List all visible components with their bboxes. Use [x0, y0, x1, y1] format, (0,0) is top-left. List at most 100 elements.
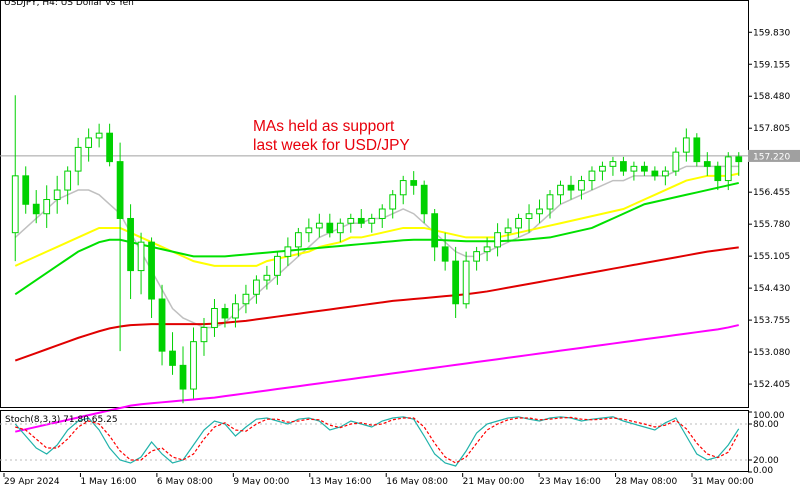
candle-body [95, 132, 103, 139]
candle [641, 161, 648, 176]
candle-body [127, 217, 134, 272]
stochastic-axis-label: 80.00 [753, 420, 779, 430]
time-axis-label: 31 May 00:00 [692, 477, 754, 485]
candle-body [399, 180, 407, 196]
candle-body [347, 217, 355, 224]
current-price-tag [748, 149, 800, 162]
candle [263, 265, 271, 290]
candle-body [682, 137, 690, 153]
candle-body [641, 165, 648, 172]
price-axis-label: 159.155 [753, 60, 790, 70]
candle-body [326, 222, 334, 234]
candle-body [441, 246, 449, 262]
candle-body [305, 227, 313, 234]
candle-body [703, 161, 711, 167]
candles [11, 95, 743, 404]
candle-body [609, 161, 617, 167]
candle-body [232, 303, 239, 319]
ma-red-line [14, 246, 739, 362]
time-axis-label: 1 May 16:00 [80, 477, 136, 485]
candle [305, 218, 313, 243]
ma-magenta-line [15, 324, 739, 433]
candle [703, 152, 711, 176]
candle-body [420, 184, 428, 215]
annotation-text: MAs held as support last week for USD/JP… [253, 117, 493, 155]
candle-body [64, 170, 72, 191]
candle-body [336, 222, 344, 234]
candle [179, 346, 187, 404]
candle [190, 327, 197, 399]
candle [148, 237, 155, 318]
candle [452, 246, 460, 318]
candle [735, 152, 743, 176]
candle [724, 152, 732, 191]
time-axis-label: 6 May 08:00 [157, 477, 213, 485]
price-axis-label: 157.805 [753, 124, 790, 134]
candle [294, 227, 302, 257]
candle [693, 133, 701, 167]
candle [599, 161, 606, 181]
candle [389, 190, 397, 219]
time-axis-label: 13 May 16:00 [310, 477, 372, 485]
candle [578, 175, 585, 200]
candle [326, 213, 334, 238]
candle [127, 204, 134, 300]
candle [368, 213, 376, 233]
candle [32, 190, 40, 224]
time-axis-label: 23 May 16:00 [539, 477, 601, 485]
candle-body [179, 364, 187, 390]
candle-body [630, 165, 638, 172]
candle [169, 332, 176, 375]
candle-body [536, 208, 543, 215]
candle [137, 232, 145, 295]
time-axis-label: 29 Apr 2024 [4, 477, 60, 485]
time-axis-label: 21 May 00:00 [463, 477, 525, 485]
candle [11, 95, 19, 262]
candle-body [693, 137, 701, 163]
candle [682, 128, 690, 162]
candle-body [462, 260, 470, 305]
candle-body [672, 151, 680, 172]
candle-body [116, 161, 124, 219]
candle-body [43, 199, 51, 215]
price-axis-label: 155.105 [753, 252, 790, 262]
candle-body [735, 156, 743, 163]
candle [462, 251, 470, 309]
candle [588, 166, 596, 191]
time-axis-label: 9 May 00:00 [233, 477, 289, 485]
candle [420, 180, 428, 224]
price-axis-label: 155.780 [753, 220, 790, 230]
axes: 159.830 159.155 158.480 157.805 156.455 155.7… [3, 28, 800, 487]
time-axis-label: 16 May 08:00 [386, 477, 448, 485]
candle [200, 317, 208, 356]
annotation-line-1: MAs held as support [253, 118, 395, 135]
candle-body [200, 326, 208, 343]
candle-body [190, 341, 197, 390]
current-price-label: 157.220 [753, 152, 790, 162]
candle [431, 209, 439, 262]
candle-body [494, 232, 501, 248]
candle [95, 123, 103, 148]
candle-body [263, 274, 271, 281]
chart-title: USDJPY, H4: US Dollar vs Yen [4, 0, 134, 8]
candle-body [158, 298, 166, 352]
candle [232, 294, 239, 328]
stochastic-axis-label: 100.00 [753, 411, 785, 421]
candle-body [599, 165, 606, 172]
candle-body [389, 194, 397, 210]
candle-body [253, 279, 260, 295]
candle [557, 180, 564, 205]
candle-body [431, 213, 439, 248]
candle-body [452, 260, 460, 305]
candle-body [53, 189, 61, 201]
candle [242, 284, 250, 314]
candle-body [651, 170, 659, 177]
candle-body [274, 255, 281, 276]
candle-body [315, 222, 323, 229]
candle [483, 237, 491, 262]
candle [630, 161, 638, 181]
candle [64, 166, 72, 205]
candle-body [578, 180, 585, 191]
